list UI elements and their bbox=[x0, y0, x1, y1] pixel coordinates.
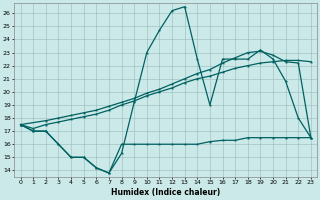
X-axis label: Humidex (Indice chaleur): Humidex (Indice chaleur) bbox=[111, 188, 220, 197]
